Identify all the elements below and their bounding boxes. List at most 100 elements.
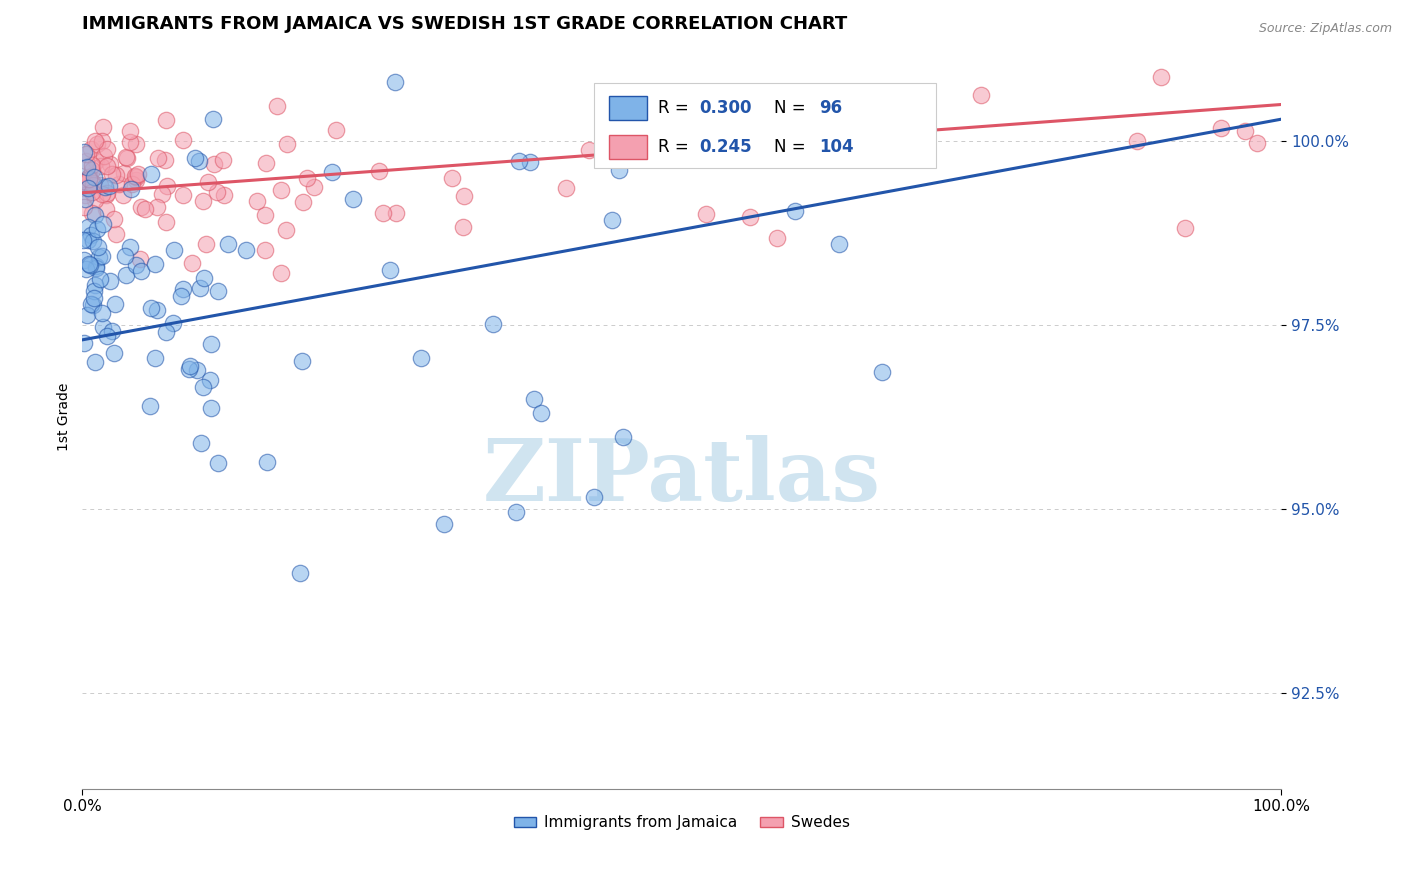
Point (368, 163, 391, 178)
Point (96, 186, 118, 201)
Point (77, 219, 100, 234)
Point (191, 380, 214, 394)
Point (378, 262, 401, 277)
Point (83, 284, 105, 298)
Point (98, 274, 121, 288)
Text: Source: ZipAtlas.com: Source: ZipAtlas.com (1258, 22, 1392, 36)
Point (453, 189, 475, 203)
Point (73, 181, 96, 195)
Point (118, 135, 141, 149)
Point (384, 75, 406, 89)
Point (505, 505, 527, 519)
Point (104, 296, 127, 310)
Point (90, 306, 112, 320)
Point (179, 359, 201, 374)
Point (1150, 70, 1173, 85)
Point (90, 160, 112, 174)
Point (83, 291, 105, 305)
Point (80, 227, 103, 242)
Point (127, 167, 149, 181)
Point (73, 175, 96, 189)
Point (72, 145, 94, 160)
Point (97, 178, 120, 193)
Point (785, 204, 807, 219)
Point (139, 167, 162, 181)
Point (385, 206, 408, 220)
Point (183, 151, 205, 165)
Point (84, 259, 107, 273)
Point (766, 230, 789, 244)
Point (253, 208, 276, 222)
Point (112, 166, 135, 180)
Point (121, 177, 143, 191)
Point (146, 151, 169, 165)
Point (172, 282, 194, 296)
Point (186, 363, 208, 377)
Point (104, 227, 127, 241)
Point (433, 516, 456, 531)
Point (202, 112, 225, 126)
Text: 0.245: 0.245 (700, 138, 752, 156)
Point (94, 180, 117, 194)
Point (200, 337, 222, 351)
Point (120, 240, 142, 254)
Point (125, 137, 148, 152)
Point (198, 373, 221, 387)
Point (143, 351, 166, 365)
Point (103, 212, 125, 227)
Point (254, 156, 277, 170)
Point (79, 178, 101, 192)
Point (77, 233, 100, 247)
Point (76, 147, 98, 161)
Point (82, 298, 104, 312)
Point (76, 308, 98, 322)
Point (77, 181, 100, 195)
Point (292, 194, 315, 209)
Point (86, 136, 108, 151)
Point (740, 210, 762, 224)
Point (125, 172, 148, 186)
Point (96, 159, 118, 173)
Point (93, 217, 115, 231)
FancyBboxPatch shape (595, 83, 936, 169)
Point (94, 188, 117, 202)
Point (217, 236, 239, 251)
Point (83, 207, 105, 221)
Text: 0.300: 0.300 (700, 99, 752, 117)
Point (181, 256, 204, 270)
FancyBboxPatch shape (609, 96, 647, 120)
Point (295, 171, 318, 186)
Point (274, 223, 297, 237)
Point (87, 251, 110, 265)
Point (73, 192, 96, 206)
Point (118, 124, 141, 138)
Point (146, 200, 169, 214)
Point (266, 99, 288, 113)
Point (288, 566, 311, 580)
Point (519, 155, 541, 169)
Point (291, 353, 314, 368)
Point (146, 303, 169, 318)
Point (72, 174, 94, 188)
Point (111, 188, 134, 202)
Point (482, 317, 505, 331)
Text: R =: R = (658, 138, 693, 156)
Point (270, 183, 292, 197)
Point (96, 328, 118, 343)
Point (1211, 120, 1233, 135)
Point (411, 351, 433, 365)
Point (91, 120, 114, 134)
Point (530, 406, 553, 420)
Point (77, 169, 100, 184)
Point (75, 153, 97, 168)
Point (200, 401, 222, 415)
Point (90, 186, 112, 201)
Point (79, 170, 101, 185)
Point (150, 187, 173, 202)
Point (451, 220, 474, 235)
Text: IMMIGRANTS FROM JAMAICA VS SWEDISH 1ST GRADE CORRELATION CHART: IMMIGRANTS FROM JAMAICA VS SWEDISH 1ST G… (83, 15, 848, 33)
Point (139, 301, 162, 315)
Point (94, 202, 117, 216)
Point (253, 243, 276, 257)
Text: R =: R = (658, 99, 693, 117)
